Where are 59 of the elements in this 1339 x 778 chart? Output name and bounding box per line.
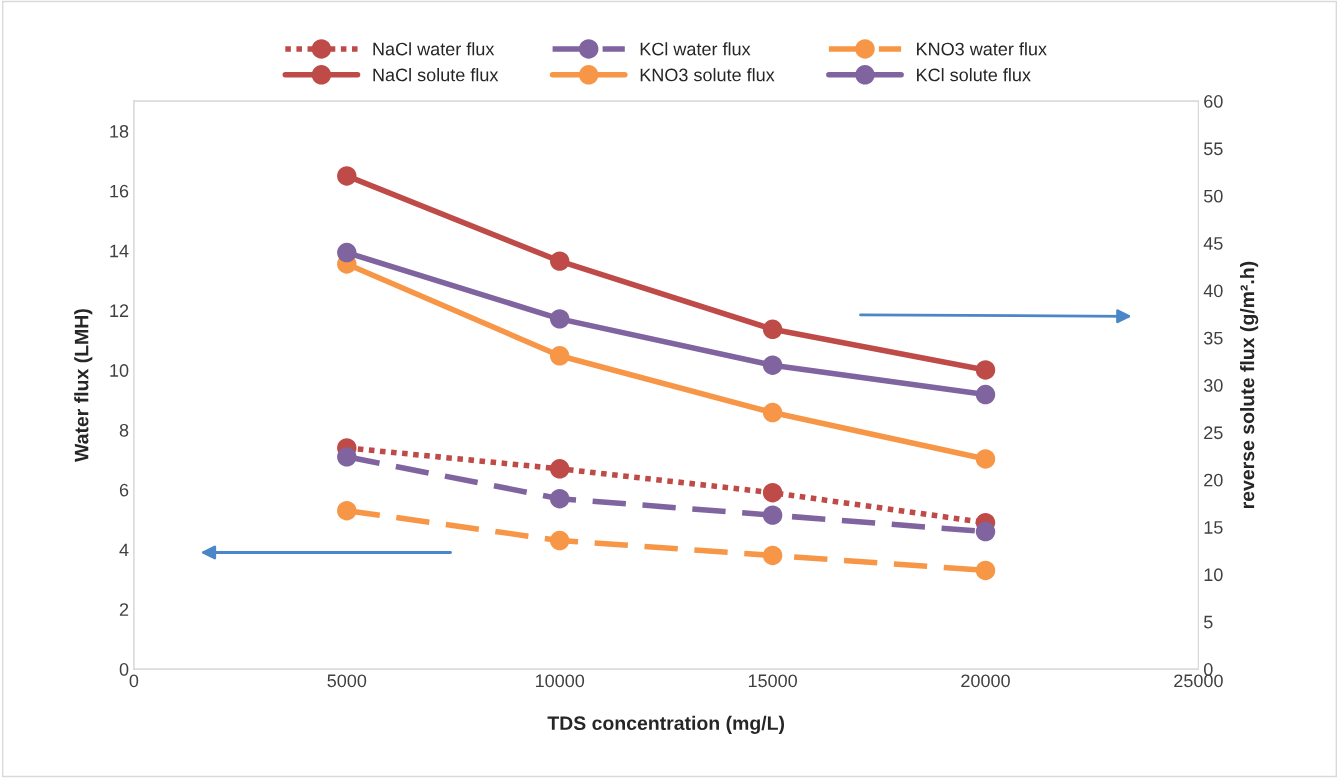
y2-tick-label: 5 (1203, 615, 1213, 629)
x-tick-label: 5000 (327, 674, 367, 688)
point (337, 500, 357, 521)
y-tick-label: 12 (110, 304, 129, 317)
point (762, 355, 783, 375)
y-tick-label: 4 (119, 543, 129, 557)
point (975, 384, 996, 405)
point (975, 521, 996, 542)
point (549, 488, 570, 509)
y2-tick-label: 60 (1204, 95, 1223, 108)
y-tick-label: 18 (110, 124, 129, 138)
point (337, 242, 357, 263)
point (762, 402, 783, 423)
point (549, 346, 570, 366)
point (762, 545, 783, 566)
x-tick-label: 25000 (1174, 674, 1223, 688)
x-tick-label: 0 (129, 674, 139, 688)
legend-label: NaCl water flux (373, 42, 495, 56)
y2-tick-label: 55 (1203, 142, 1223, 156)
y2-tick-label: 25 (1204, 426, 1223, 440)
legend-label: KNO3 solute flux (640, 68, 775, 82)
x-tick-label: 15000 (748, 674, 797, 688)
point (762, 505, 783, 525)
x-tick-label: 10000 (535, 674, 585, 688)
point (975, 360, 996, 380)
point (762, 319, 783, 339)
point (975, 449, 996, 469)
y2-tick-label: 50 (1203, 189, 1223, 203)
y2-tick-label: 35 (1203, 331, 1223, 345)
point (549, 459, 570, 479)
y2-tick-label: 40 (1203, 284, 1223, 298)
y-tick-label: 8 (119, 423, 129, 437)
y-tick-label: 16 (110, 184, 129, 198)
point (549, 309, 570, 329)
y-tick-label: 14 (110, 244, 129, 258)
point (762, 483, 783, 503)
y2-tick-label: 30 (1203, 379, 1223, 392)
point (337, 447, 357, 467)
legend-label: KCl solute flux (917, 68, 1031, 82)
legend-label: KNO3 water flux (917, 42, 1047, 56)
legend-label: NaCl solute flux (373, 68, 499, 82)
x-axis-title: TDS concentration (mg/L) (547, 715, 785, 734)
y2-tick-label: 15 (1204, 521, 1223, 534)
point (337, 166, 357, 186)
y2-tick-label: 20 (1204, 473, 1223, 487)
y-tick-label: 0 (119, 663, 129, 676)
y-axis-title: Water flux (LMH) (74, 309, 93, 462)
y2-tick-label: 10 (1204, 568, 1223, 582)
point (549, 530, 570, 551)
legend-label: KCl water flux (640, 42, 751, 56)
y-tick-label: 6 (119, 483, 129, 497)
y-tick-label: 10 (110, 364, 129, 377)
point (549, 251, 570, 271)
y2-tick-label: 0 (1203, 663, 1213, 676)
y-tick-label: 2 (119, 603, 129, 616)
y2-axis-title: reverse solute flux (g/m².h) (1240, 261, 1259, 509)
point (975, 560, 996, 581)
x-tick-label: 20000 (961, 674, 1010, 688)
y2-tick-label: 45 (1203, 237, 1223, 250)
